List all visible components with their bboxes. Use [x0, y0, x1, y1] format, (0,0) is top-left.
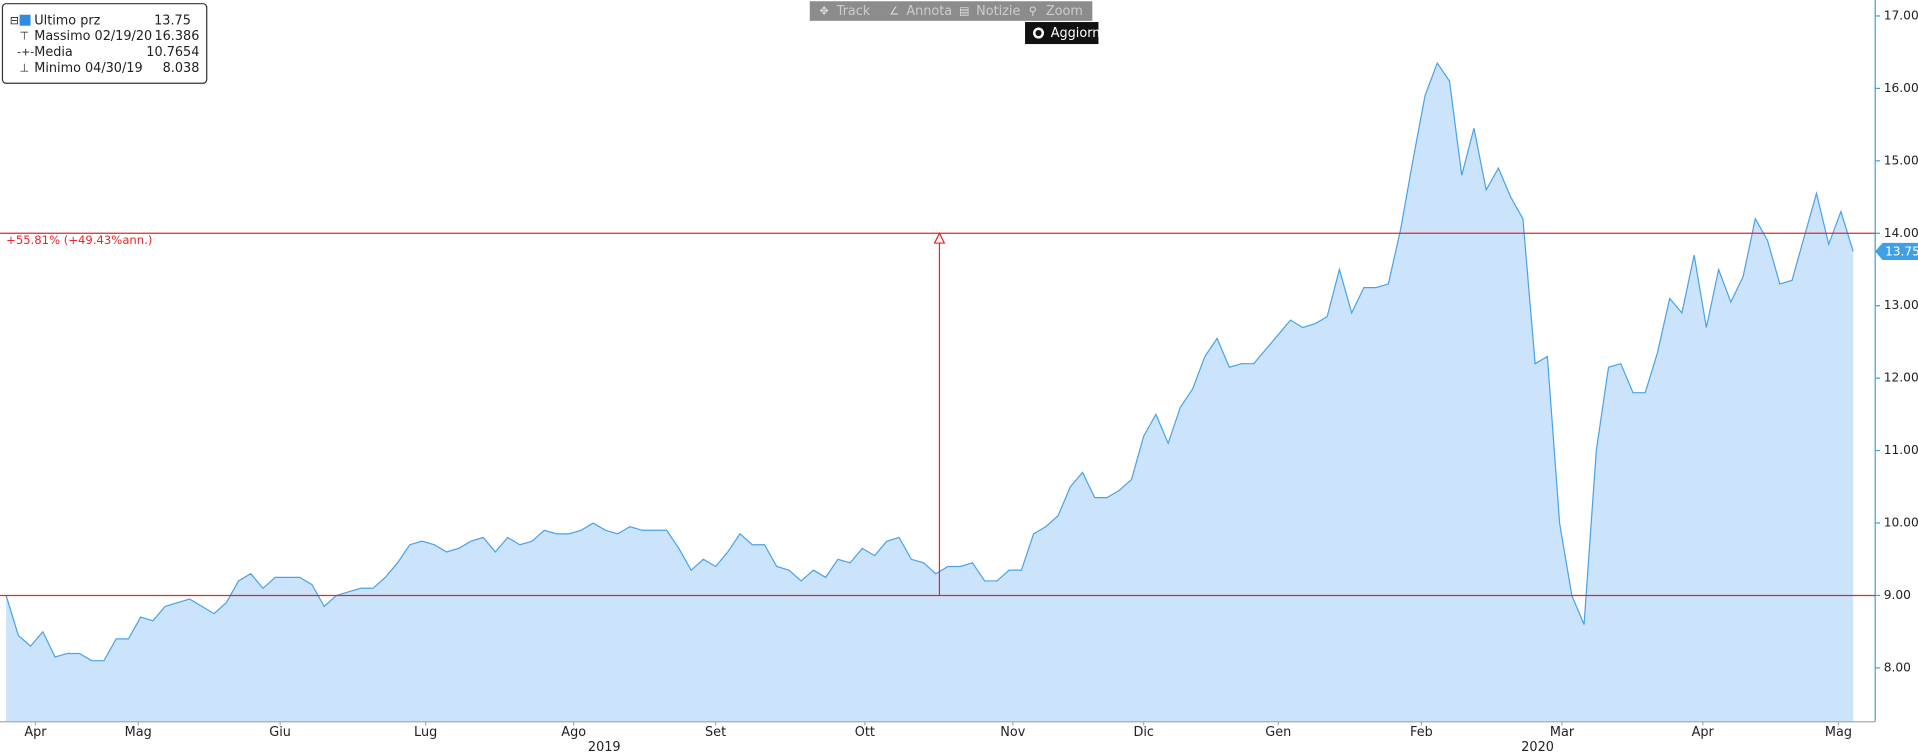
y-tick-label: 12.00 — [1884, 371, 1918, 385]
legend-box — [1, 3, 208, 84]
measure-arrow — [933, 231, 946, 244]
x-tick-label: Mar — [1550, 725, 1575, 740]
x-tick-label: Apr — [1692, 725, 1715, 740]
x-tick-label: Mag — [1825, 725, 1852, 740]
legend-label: Ultimo prz — [34, 13, 100, 28]
toolbar-icon: ✥ — [820, 5, 829, 18]
price-line — [5, 61, 1854, 662]
legend-value: 10.7654 — [146, 45, 199, 60]
y-tick-label: 16.00 — [1884, 81, 1918, 95]
toolbar-label[interactable]: Notizie — [976, 4, 1020, 19]
refresh-icon — [1033, 27, 1045, 39]
toolbar-button[interactable] — [951, 2, 1019, 20]
legend-icon: ⊥ — [20, 62, 30, 75]
price-tag — [1875, 242, 1918, 260]
legend-value: 13.75 — [154, 13, 191, 28]
toolbar-button[interactable] — [1021, 2, 1089, 20]
x-tick-label: Apr — [24, 725, 47, 740]
y-tick-label: 9.00 — [1884, 588, 1911, 602]
toolbar-label[interactable]: Annotare — [906, 4, 965, 19]
legend-icon: ⊟ — [10, 14, 19, 27]
x-tick-label: Lug — [414, 725, 437, 740]
legend-label: Massimo 02/19/20 — [34, 29, 152, 44]
x-tick-label: Ago — [561, 725, 586, 740]
legend-label: Media — [34, 45, 73, 60]
y-tick-label: 13.00 — [1884, 298, 1918, 312]
y-tick-label: 10.00 — [1884, 516, 1918, 530]
x-tick-label: Gen — [1265, 725, 1291, 740]
toolbar-label[interactable]: Track — [836, 4, 871, 19]
area-fill — [6, 63, 1854, 722]
year-label: 2019 — [588, 740, 621, 755]
y-tick-label: 14.00 — [1884, 226, 1918, 240]
x-tick-label: Set — [705, 725, 726, 740]
legend-icon: -+- — [17, 46, 34, 59]
year-label: 2020 — [1521, 740, 1554, 755]
toolbar: Aggiorn ✥ Track ∠ Annotare▤ Notizie ⚲ Zoom — [809, 1, 1101, 45]
x-tick-label: Giu — [269, 725, 291, 740]
x-tick-label: Ott — [855, 725, 875, 740]
y-tick-label: 15.00 — [1884, 153, 1918, 167]
legend-value: 8.038 — [163, 61, 200, 76]
refresh-button[interactable] — [1025, 22, 1099, 45]
toolbar-icon: ∠ — [889, 5, 899, 18]
toolbar-button[interactable] — [881, 2, 950, 20]
refresh-label[interactable]: Aggiorn — [1051, 26, 1101, 41]
price-tag-label: 13.75 — [1885, 244, 1918, 258]
y-tick-label: 17.00 — [1884, 8, 1918, 22]
toolbar-button[interactable] — [812, 2, 880, 20]
legend-icon: ⊤ — [20, 30, 30, 43]
toolbar-icon: ⚲ — [1029, 5, 1037, 18]
toolbar-label[interactable]: Zoom — [1046, 4, 1083, 19]
plot-area — [5, 61, 1854, 722]
legend-swatch — [19, 14, 31, 26]
legend-label: Minimo 04/30/19 — [34, 61, 142, 76]
legend-value: 16.386 — [154, 29, 199, 44]
change-label: +55.81% (+49.43%ann.) — [6, 233, 152, 247]
toolbar-icon: ▤ — [959, 5, 969, 18]
x-tick-label: Mag — [125, 725, 152, 740]
x-tick-label: Dic — [1133, 725, 1154, 740]
y-tick-label: 11.00 — [1884, 443, 1918, 457]
x-tick-label: Feb — [1410, 725, 1433, 740]
x-tick-label: Nov — [1000, 725, 1025, 740]
y-tick-label: 8.00 — [1884, 660, 1911, 674]
